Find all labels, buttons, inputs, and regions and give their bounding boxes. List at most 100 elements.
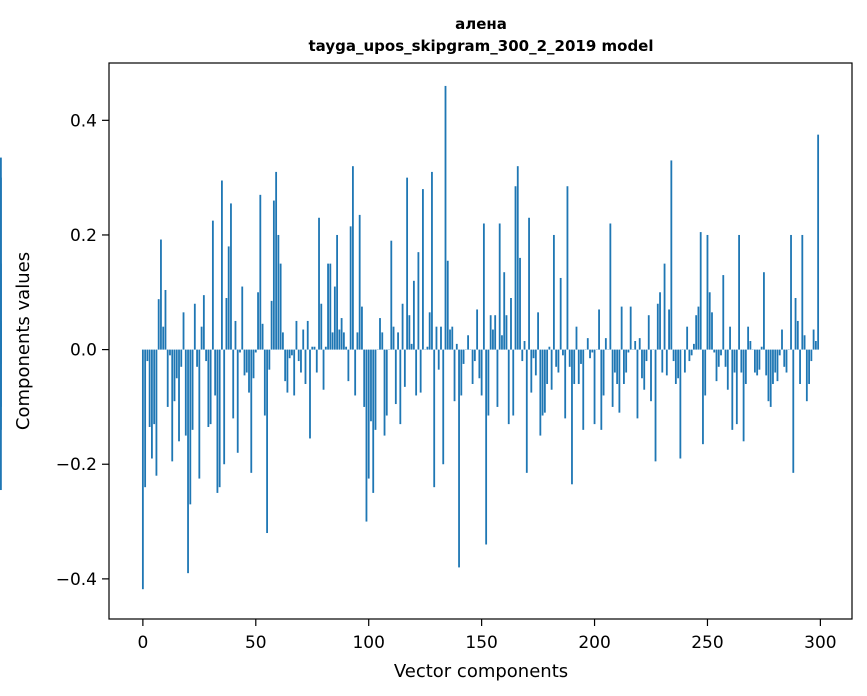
bar-134 <box>444 85 447 350</box>
bar-42 <box>236 349 239 453</box>
bar-17 <box>180 349 183 367</box>
bar-231 <box>663 263 666 350</box>
bar-37 <box>225 298 228 350</box>
bar-141 <box>460 349 463 396</box>
bar-3 <box>148 349 151 427</box>
bar-133 <box>442 349 445 465</box>
bar-210 <box>616 349 619 384</box>
bar-162 <box>507 349 510 425</box>
bar-181 <box>550 349 553 390</box>
bar-282 <box>778 349 781 356</box>
bar-267 <box>744 349 747 384</box>
bar-245 <box>695 315 698 350</box>
bar-30 <box>209 349 212 425</box>
bar-253 <box>713 349 716 353</box>
bar-131 <box>437 349 440 370</box>
bar-234 <box>670 160 673 350</box>
bar-2 <box>146 349 149 362</box>
bar-93 <box>352 166 354 350</box>
bar-195 <box>582 349 585 430</box>
bar-189 <box>568 349 571 367</box>
bar-116 <box>403 349 406 387</box>
bar-198 <box>589 349 591 359</box>
plot-frame <box>108 62 853 620</box>
bar-163 <box>510 298 512 350</box>
bar-172 <box>530 349 533 393</box>
bar-227 <box>654 349 657 462</box>
bar-174 <box>534 349 537 376</box>
bar-264 <box>738 234 740 350</box>
bar-13 <box>171 349 174 462</box>
bar-121 <box>415 349 418 396</box>
y-tick-label: 0.4 <box>70 111 97 131</box>
bar-272 <box>756 349 759 376</box>
bar-28 <box>205 349 208 362</box>
bar-156 <box>494 315 497 350</box>
bar-124 <box>422 189 424 350</box>
bar-161 <box>505 315 508 350</box>
bar-290 <box>796 320 799 350</box>
bar-222 <box>643 349 646 390</box>
bar-241 <box>686 326 689 350</box>
bar-69 <box>297 349 300 362</box>
bar-183 <box>555 349 558 367</box>
bar-185 <box>559 277 562 350</box>
bar-14 <box>173 349 176 402</box>
bar-184 <box>557 349 560 373</box>
bar-80 <box>322 349 325 390</box>
x-tick-label: 300 <box>804 633 836 653</box>
bar-287 <box>790 234 792 350</box>
bar-114 <box>399 349 402 425</box>
bar-36 <box>223 349 226 465</box>
bar-110 <box>390 240 393 350</box>
bar-111 <box>392 326 395 350</box>
bar-280 <box>774 349 777 373</box>
bar-160 <box>503 272 506 350</box>
bar-16 <box>178 349 180 442</box>
bar-39 <box>230 203 232 350</box>
bar-10 <box>164 289 167 350</box>
bar-118 <box>408 315 411 350</box>
bar-137 <box>451 326 454 350</box>
bar-120 <box>412 280 415 350</box>
bar-130 <box>435 326 438 350</box>
bar-249 <box>704 349 707 396</box>
bar-100 <box>367 349 370 479</box>
bar-202 <box>598 309 600 350</box>
bar-225 <box>650 349 652 402</box>
bar-148 <box>476 309 479 350</box>
bar-72 <box>304 349 307 384</box>
bar-29 <box>207 349 210 427</box>
bar-147 <box>473 349 476 362</box>
bar-138 <box>453 349 456 402</box>
bar-50 <box>254 349 257 353</box>
bar-188 <box>566 186 569 350</box>
bar-74 <box>309 349 311 439</box>
bar-87 <box>338 329 341 350</box>
bar-192 <box>575 326 578 350</box>
bar-26 <box>200 326 203 350</box>
bar-291 <box>799 349 801 384</box>
bar-215 <box>627 349 630 353</box>
bar-123 <box>419 349 422 393</box>
bar-56 <box>268 349 271 370</box>
bar-182 <box>552 234 555 350</box>
bar-88 <box>340 318 343 350</box>
bar-98 <box>363 349 366 407</box>
bar-173 <box>532 349 535 359</box>
bar-224 <box>647 315 650 350</box>
bar-97 <box>361 306 363 350</box>
bar-92 <box>349 226 352 350</box>
bar-228 <box>656 303 659 350</box>
bar-48 <box>250 349 253 473</box>
bar-71 <box>302 329 305 350</box>
bar-288 <box>792 349 795 473</box>
x-axis-label: Vector components <box>394 661 568 682</box>
bar-106 <box>381 332 384 350</box>
bar-164 <box>512 349 515 416</box>
bar-91 <box>347 349 350 382</box>
bar-166 <box>516 166 519 350</box>
bar-255 <box>717 349 720 367</box>
bar-155 <box>492 329 494 350</box>
bar-299 <box>817 134 820 350</box>
